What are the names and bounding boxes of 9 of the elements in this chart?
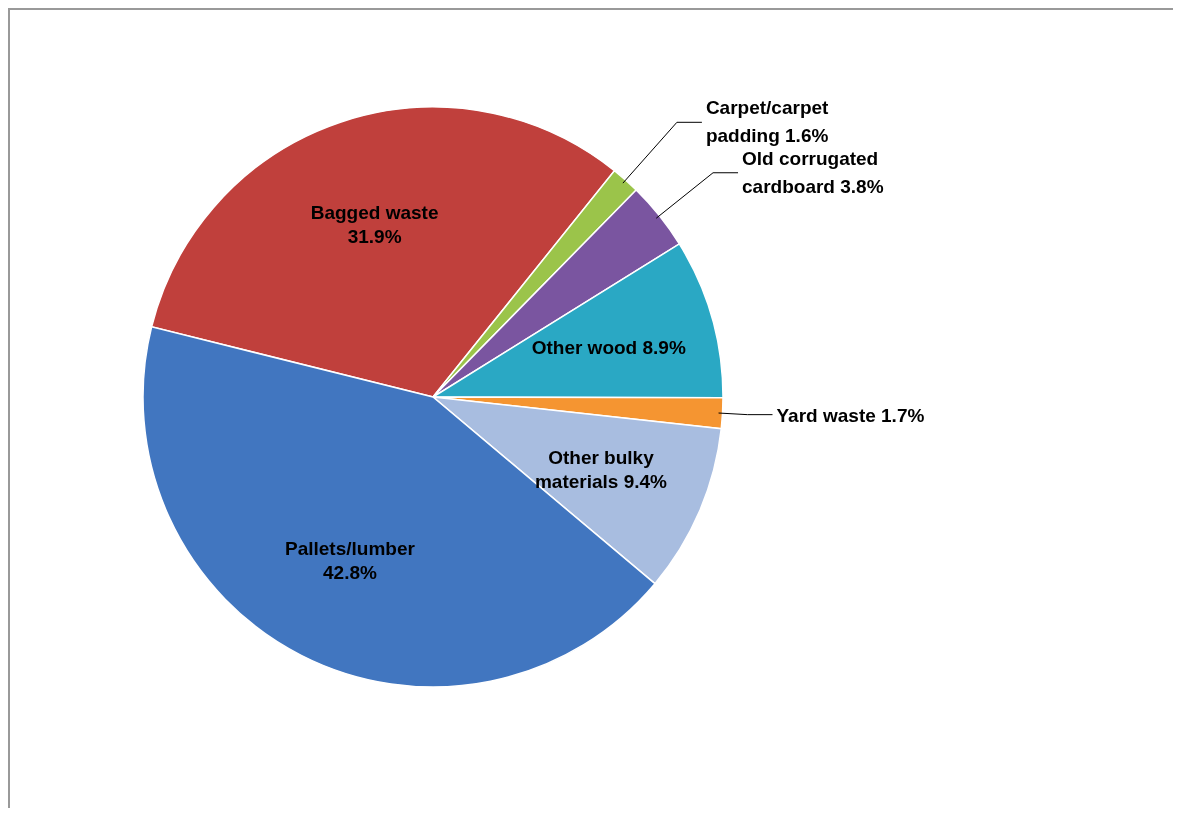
slice-label: Carpet/carpet padding 1.6% (705, 97, 830, 147)
slice-label: Other bulky materials 9.4% (534, 446, 668, 492)
slice-label: Old corrugated cardboard 3.8% (742, 147, 884, 197)
slice-label: Pallets/lumber (285, 537, 416, 559)
data-label: 31.9% (347, 225, 402, 247)
slice-label: Yard waste 1.7% (776, 404, 925, 426)
slice-label: Bagged waste (310, 201, 439, 223)
slice-label: Other wood 8.9% (531, 337, 686, 359)
data-label: 42.8% (323, 561, 377, 583)
